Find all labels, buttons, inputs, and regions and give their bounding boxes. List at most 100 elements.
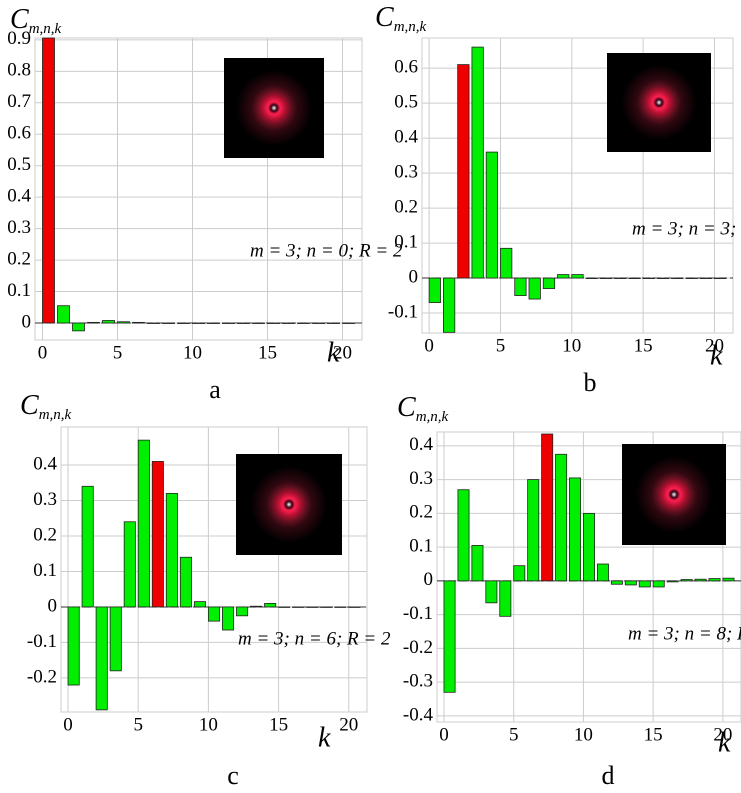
caption: c bbox=[227, 761, 239, 790]
x-tick-label: 20 bbox=[339, 714, 358, 735]
bar bbox=[472, 545, 483, 580]
y-tick-label: 0 bbox=[424, 569, 434, 590]
bar bbox=[321, 607, 332, 608]
bar bbox=[250, 606, 261, 607]
x-tick-label: 10 bbox=[562, 335, 581, 356]
y-tick-label: 0.7 bbox=[7, 91, 31, 112]
bar bbox=[43, 38, 55, 323]
inset-glow bbox=[251, 466, 328, 543]
bar bbox=[335, 607, 346, 608]
x-tick-label: 0 bbox=[424, 335, 434, 356]
y-axis-label-subscript: m,n,k bbox=[39, 407, 72, 423]
bar bbox=[529, 278, 540, 299]
y-tick-label: -0.4 bbox=[403, 704, 434, 725]
bar bbox=[307, 607, 318, 608]
bar bbox=[148, 323, 160, 324]
bar bbox=[681, 580, 692, 581]
y-axis-label-main: C bbox=[20, 390, 39, 421]
y-tick-label: 0.2 bbox=[7, 248, 31, 269]
y-axis-label: Cm,n,k bbox=[10, 4, 62, 37]
y-tick-label: 0.1 bbox=[409, 535, 433, 556]
bar bbox=[597, 564, 608, 581]
bar bbox=[695, 579, 706, 581]
y-tick-label: 0.6 bbox=[394, 56, 418, 77]
bar bbox=[349, 607, 360, 608]
x-tick-label: 5 bbox=[509, 724, 519, 745]
y-tick-label: 0.1 bbox=[33, 560, 57, 581]
bar bbox=[569, 478, 580, 581]
y-tick-label: 0.2 bbox=[394, 196, 418, 217]
y-axis-label-subscript: m,n,k bbox=[416, 409, 449, 425]
x-axis-label: k bbox=[718, 727, 731, 758]
annotation: m = 3; n = 8; R = 2 bbox=[628, 623, 741, 644]
y-axis-label-subscript: m,n,k bbox=[394, 19, 427, 35]
bar bbox=[208, 323, 220, 324]
y-tick-label: -0.2 bbox=[27, 666, 57, 687]
x-tick-label: 10 bbox=[199, 714, 218, 735]
x-axis-label: k bbox=[318, 722, 331, 753]
annotation: m = 3; n = 6; R = 2 bbox=[238, 628, 391, 649]
y-tick-label: -0.1 bbox=[388, 301, 418, 322]
bar bbox=[714, 278, 725, 279]
bar bbox=[180, 557, 191, 607]
caption: d bbox=[602, 761, 615, 790]
bar bbox=[82, 486, 93, 607]
bar bbox=[515, 278, 526, 295]
y-tick-label: 0.2 bbox=[409, 502, 433, 523]
bar bbox=[615, 278, 626, 279]
bar bbox=[268, 323, 280, 324]
x-tick-label: 15 bbox=[269, 714, 288, 735]
y-tick-label: 0.4 bbox=[7, 186, 31, 207]
bar bbox=[124, 522, 135, 607]
bar bbox=[88, 322, 100, 323]
y-tick-label: 0.8 bbox=[7, 60, 31, 81]
bar bbox=[558, 275, 569, 278]
bar bbox=[611, 581, 622, 584]
bar bbox=[103, 320, 115, 323]
figure: 00.10.20.30.40.50.60.70.80.905101520m = … bbox=[0, 0, 741, 793]
y-tick-label: 0.3 bbox=[394, 161, 418, 182]
y-tick-label: 0 bbox=[22, 311, 32, 332]
bar bbox=[193, 323, 205, 324]
x-tick-label: 0 bbox=[63, 714, 73, 735]
y-tick-label: 0 bbox=[409, 266, 419, 287]
bar bbox=[293, 607, 304, 608]
bar bbox=[723, 578, 734, 581]
bar bbox=[238, 323, 250, 324]
y-tick-label: 0.2 bbox=[33, 524, 57, 545]
bar bbox=[133, 322, 145, 323]
bar bbox=[236, 607, 247, 616]
bar bbox=[657, 278, 668, 279]
bar bbox=[686, 278, 697, 279]
y-axis-label: Cm,n,k bbox=[397, 392, 449, 425]
y-axis-label-main: C bbox=[375, 2, 394, 33]
bar bbox=[542, 434, 553, 581]
bar bbox=[110, 607, 121, 671]
bar bbox=[194, 602, 205, 607]
y-tick-label: 0.1 bbox=[7, 280, 31, 301]
bar bbox=[583, 513, 594, 581]
y-tick-label: -0.2 bbox=[403, 637, 433, 658]
bar bbox=[709, 579, 720, 581]
caption: b bbox=[584, 368, 597, 397]
bar bbox=[313, 323, 325, 324]
y-tick-label: 0.4 bbox=[33, 453, 57, 474]
y-axis-label-subscript: m,n,k bbox=[29, 21, 62, 37]
y-tick-label: 0.4 bbox=[394, 126, 418, 147]
bar bbox=[265, 603, 276, 607]
x-tick-label: 5 bbox=[133, 714, 143, 735]
annotation: m = 3; n = 0; R = 2 bbox=[250, 240, 403, 261]
x-tick-label: 15 bbox=[644, 724, 663, 745]
bar bbox=[543, 278, 554, 288]
bar bbox=[444, 581, 455, 692]
bar bbox=[222, 607, 233, 630]
y-tick-label: 0 bbox=[48, 595, 58, 616]
x-axis-label: k bbox=[710, 340, 723, 371]
y-tick-label: 0.3 bbox=[7, 217, 31, 238]
bar bbox=[486, 152, 497, 278]
x-tick-label: 0 bbox=[38, 342, 48, 363]
bar bbox=[514, 566, 525, 581]
bar bbox=[429, 278, 440, 302]
y-tick-label: -0.1 bbox=[403, 603, 433, 624]
y-tick-label: 0.4 bbox=[409, 434, 433, 455]
